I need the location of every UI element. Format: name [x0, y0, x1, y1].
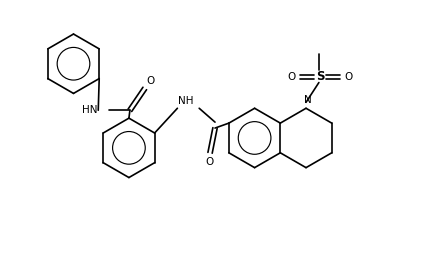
Text: HN: HN	[82, 105, 97, 115]
Text: NH: NH	[178, 96, 194, 106]
Text: O: O	[205, 157, 213, 167]
Text: O: O	[287, 72, 295, 81]
Text: O: O	[147, 76, 155, 87]
Text: N: N	[304, 95, 312, 105]
Text: O: O	[345, 72, 353, 81]
Text: S: S	[316, 70, 324, 83]
